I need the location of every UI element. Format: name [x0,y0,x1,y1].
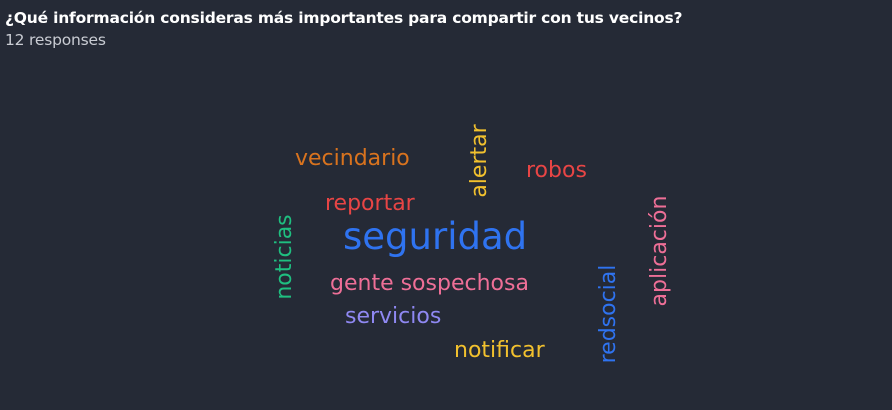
word-gente-sospechosa: gente sospechosa [330,271,529,296]
word-aplicacion: aplicación [647,195,672,307]
word-notificar: notificar [454,338,545,363]
question-header: ¿Qué información consideras más importan… [5,8,683,50]
word-vecindario: vecindario [295,146,410,171]
word-servicios: servicios [345,304,442,329]
word-reportar: reportar [325,191,415,216]
word-alertar: alertar [467,124,492,198]
word-seguridad: seguridad [343,215,528,258]
response-count: 12 responses [5,31,106,49]
word-redsocial: redsocial [596,264,621,364]
word-noticias: noticias [272,214,297,300]
question-title: ¿Qué información consideras más importan… [5,9,683,27]
word-robos: robos [526,158,587,183]
